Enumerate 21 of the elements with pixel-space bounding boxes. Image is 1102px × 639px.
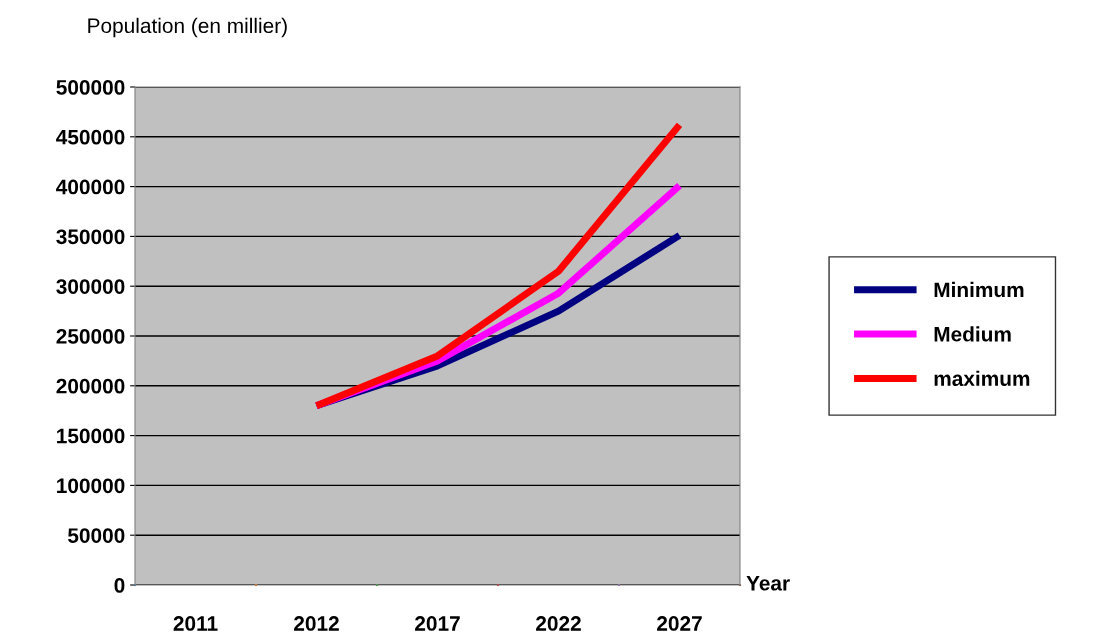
- y-tick-label: 200000: [56, 378, 125, 394]
- legend-label: Minimum: [934, 281, 1024, 298]
- y-axis-title: Population (en millier): [88, 17, 287, 38]
- y-tick-label: 450000: [56, 129, 125, 145]
- y-tick-label: 50000: [67, 528, 125, 543]
- y-tick-label: 350000: [56, 229, 125, 245]
- x-axis-title: Year: [746, 576, 790, 591]
- y-tick-label: 100000: [57, 478, 125, 494]
- y-tick-label: 250000: [56, 329, 125, 344]
- y-tick-label: 150000: [57, 428, 125, 444]
- x-tick-label: 2022: [536, 616, 581, 631]
- y-tick-label: 400000: [56, 179, 125, 195]
- legend-label: Medium: [934, 326, 1011, 342]
- legend-label: maximum: [934, 370, 1030, 387]
- y-tick-label: 0: [114, 578, 125, 593]
- y-tick-label: 300000: [56, 279, 125, 294]
- x-tick-label: 2012: [294, 616, 339, 631]
- x-tick-label: 2027: [657, 616, 702, 631]
- x-tick-label: 2017: [415, 616, 460, 631]
- x-tick-label: 2011: [173, 616, 218, 631]
- y-tick-label: 500000: [56, 80, 125, 95]
